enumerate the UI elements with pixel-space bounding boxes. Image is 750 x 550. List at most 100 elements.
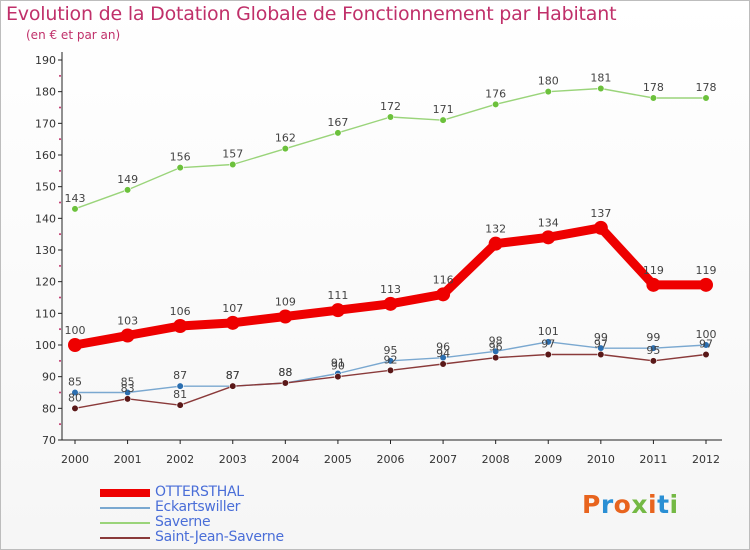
data-label-saverne: 157 — [222, 148, 243, 161]
data-label-saverne: 171 — [433, 103, 454, 116]
x-tick-label: 2000 — [61, 453, 89, 466]
data-label-saint-jean-saverne: 95 — [646, 344, 660, 357]
legend-swatch — [100, 537, 150, 539]
data-label-saverne: 176 — [485, 87, 506, 100]
x-tick-label: 2005 — [324, 453, 352, 466]
y-tick-label: 130 — [35, 244, 56, 257]
x-tick-label: 2004 — [271, 453, 299, 466]
y-tick-label: 100 — [35, 339, 56, 352]
y-tick-label: 190 — [35, 54, 56, 67]
data-point-ottersthal — [436, 287, 451, 302]
data-label-eckartswiller: 101 — [538, 325, 559, 338]
data-label-saverne: 178 — [643, 81, 664, 94]
logo-letter: o — [613, 490, 632, 519]
chart-title: Evolution de la Dotation Globale de Fonc… — [6, 3, 617, 25]
x-tick-label: 2003 — [219, 453, 247, 466]
y-minor-tick — [59, 138, 61, 141]
data-label-saverne: 180 — [538, 75, 559, 88]
data-point-saverne — [492, 100, 500, 108]
data-label-eckartswiller: 95 — [384, 344, 398, 357]
data-label-saint-jean-saverne: 88 — [278, 366, 292, 379]
data-point-saint-jean-saverne — [334, 373, 342, 381]
data-label-saverne: 172 — [380, 100, 401, 113]
data-point-saverne — [71, 205, 79, 213]
data-point-saverne — [334, 129, 342, 137]
data-point-ottersthal — [541, 230, 556, 245]
data-label-ottersthal: 103 — [117, 315, 138, 328]
data-label-saint-jean-saverne: 94 — [436, 347, 450, 360]
y-minor-tick — [59, 423, 61, 426]
data-point-ottersthal — [278, 309, 293, 324]
x-tick-label: 2008 — [482, 453, 510, 466]
data-point-saint-jean-saverne — [597, 350, 605, 359]
data-label-ottersthal: 119 — [643, 264, 664, 277]
data-point-eckartswiller — [649, 344, 658, 352]
x-tick-label: 2002 — [166, 453, 194, 466]
legend-swatch — [100, 489, 150, 497]
data-point-ottersthal — [383, 296, 398, 311]
data-point-saverne — [281, 145, 289, 153]
data-label-saverne: 156 — [170, 151, 191, 164]
data-point-eckartswiller — [386, 357, 395, 365]
data-point-saverne — [386, 113, 395, 121]
data-label-ottersthal: 107 — [222, 302, 243, 315]
y-tick-label: 160 — [35, 149, 56, 162]
data-point-saverne — [176, 164, 184, 172]
data-label-eckartswiller: 88 — [278, 366, 292, 379]
proxiti-logo: Proxiti — [582, 490, 679, 519]
logo-letter: x — [631, 490, 648, 519]
data-point-saint-jean-saverne — [176, 401, 184, 409]
x-tick-label: 2006 — [377, 453, 405, 466]
x-tick-label: 2001 — [114, 453, 142, 466]
data-label-saint-jean-saverne: 90 — [331, 360, 345, 373]
data-point-saint-jean-saverne — [123, 395, 132, 403]
x-tick-label: 2010 — [587, 453, 615, 466]
data-label-eckartswiller: 87 — [173, 369, 187, 382]
chart-subtitle: (en € et par an) — [26, 28, 121, 42]
data-point-eckartswiller — [71, 388, 79, 397]
data-label-saverne: 162 — [275, 132, 296, 145]
y-minor-tick — [59, 264, 61, 267]
y-minor-tick — [59, 296, 61, 299]
y-tick-label: 80 — [42, 402, 56, 415]
data-point-saint-jean-saverne — [71, 404, 79, 412]
data-label-saint-jean-saverne: 97 — [541, 338, 555, 351]
data-label-ottersthal: 106 — [170, 305, 191, 318]
data-point-saverne — [649, 94, 658, 102]
data-point-saint-jean-saverne — [702, 350, 710, 359]
y-tick-label: 140 — [35, 212, 56, 225]
data-point-ottersthal — [699, 277, 713, 292]
logo-letter: r — [600, 490, 614, 519]
logo-letter: P — [582, 490, 601, 519]
data-point-ottersthal — [68, 338, 82, 352]
data-point-ottersthal — [120, 328, 135, 343]
data-label-eckartswiller: 85 — [68, 376, 82, 389]
data-point-ottersthal — [225, 315, 240, 330]
legend-label: OTTERSTHAL — [155, 484, 244, 500]
data-point-saint-jean-saverne — [281, 379, 289, 387]
data-label-ottersthal: 116 — [433, 273, 454, 286]
y-minor-tick — [59, 391, 61, 394]
y-tick-label: 90 — [42, 371, 56, 384]
data-label-eckartswiller: 100 — [696, 328, 717, 341]
data-point-saverne — [544, 88, 552, 96]
data-point-saint-jean-saverne — [229, 382, 237, 390]
data-label-eckartswiller: 96 — [436, 341, 450, 354]
data-label-saverne: 143 — [65, 192, 86, 205]
data-label-saint-jean-saverne: 87 — [226, 369, 240, 382]
data-label-saint-jean-saverne: 97 — [699, 338, 713, 351]
data-label-ottersthal: 113 — [380, 283, 401, 296]
x-tick-label: 2012 — [692, 453, 720, 466]
y-minor-tick — [59, 106, 61, 109]
data-label-saverne: 149 — [117, 173, 138, 186]
data-label-saint-jean-saverne: 80 — [68, 391, 82, 404]
data-label-eckartswiller: 87 — [226, 369, 240, 382]
data-point-saint-jean-saverne — [439, 360, 447, 368]
y-tick-label: 180 — [35, 86, 56, 99]
data-label-saverne: 167 — [327, 116, 348, 129]
x-tick-label: 2011 — [639, 453, 667, 466]
data-point-eckartswiller — [702, 341, 710, 349]
data-point-saverne — [702, 94, 710, 102]
data-point-saint-jean-saverne — [649, 357, 658, 365]
data-label-ottersthal: 137 — [590, 207, 611, 220]
